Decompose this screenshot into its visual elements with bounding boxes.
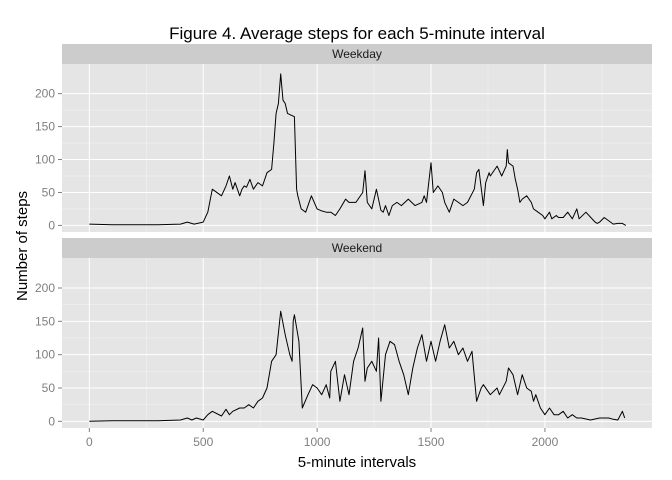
x-tick-label: 2000 — [532, 435, 559, 449]
y-tick-label: 150 — [35, 314, 55, 328]
strip-label-weekend: Weekend — [332, 241, 382, 255]
y-tick-label: 50 — [42, 381, 56, 395]
panel-background-weekend — [62, 258, 652, 428]
y-tick-label: 50 — [42, 185, 56, 199]
panel-background-weekday — [62, 64, 652, 232]
y-tick-label: 200 — [35, 281, 55, 295]
facet-weekend: Weekend 0 50 100 150 200 — [35, 238, 652, 428]
x-tick-label: 500 — [193, 435, 213, 449]
chart-title: Figure 4. Average steps for each 5-minut… — [169, 24, 545, 43]
strip-weekday — [62, 44, 652, 64]
y-tick-label: 200 — [35, 87, 55, 101]
x-axis: 0 500 1000 1500 2000 — [86, 428, 559, 449]
panels: Weekday 0 50 100 150 200 Weekend 0 50 100 150 200 — [35, 44, 652, 428]
facet-weekday: Weekday 0 50 100 150 200 — [35, 44, 652, 232]
y-tick-label: 0 — [48, 218, 55, 232]
x-tick-label: 1500 — [418, 435, 445, 449]
series-line-weekend — [89, 310, 626, 422]
y-axis-title: Number of steps — [14, 191, 31, 301]
x-tick-label: 0 — [86, 435, 93, 449]
y-tick-label: 100 — [35, 153, 55, 167]
series-line-weekday — [89, 73, 627, 226]
y-tick-label: 0 — [48, 414, 55, 428]
x-tick-label: 1000 — [304, 435, 331, 449]
y-tick-label: 150 — [35, 120, 55, 134]
x-axis-title: 5-minute intervals — [298, 454, 416, 471]
strip-weekend — [62, 238, 652, 258]
strip-label-weekday: Weekday — [332, 47, 382, 61]
y-tick-label: 100 — [35, 348, 55, 362]
